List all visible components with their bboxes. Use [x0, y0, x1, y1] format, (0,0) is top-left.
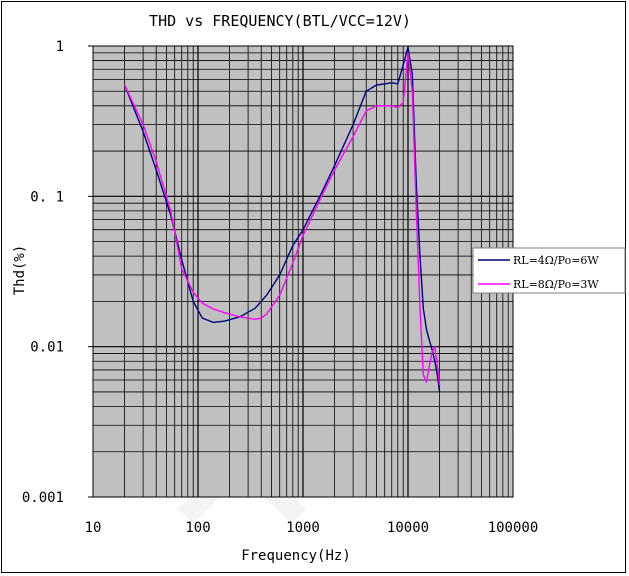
y-tick-labels: 0.001 0.01 0. 1 1: [22, 39, 64, 506]
y-axis-label: Thd(%): [12, 245, 28, 296]
series-line-2: [123, 52, 441, 386]
chart-title: THD vs FREQUENCY(BTL/VCC=12V): [149, 12, 411, 30]
x-tick-label: 10000: [387, 520, 429, 536]
y-tick-label: 0. 1: [30, 189, 64, 205]
y-tick-label: 1: [56, 39, 64, 55]
x-tick-label: 1000: [286, 520, 320, 536]
x-tick-label: 100000: [488, 520, 539, 536]
x-axis-label: Frequency(Hz): [241, 548, 351, 564]
series-lines: [123, 46, 441, 392]
legend-box: [472, 247, 626, 294]
x-tick-label: 100: [185, 520, 210, 536]
legend: RL=4Ω/Po=6W RL=8Ω/Po=3W: [472, 247, 626, 294]
legend-label-1: RL=4Ω/Po=6W: [513, 254, 599, 267]
legend-label-2: RL=8Ω/Po=3W: [513, 278, 599, 291]
x-tick-labels: 10 100 1000 10000 100000: [85, 520, 539, 536]
x-tick-label: 10: [85, 520, 102, 536]
y-tick-label: 0.01: [30, 340, 64, 356]
series-line-1: [123, 46, 441, 392]
y-tick-label: 0.001: [22, 490, 64, 506]
